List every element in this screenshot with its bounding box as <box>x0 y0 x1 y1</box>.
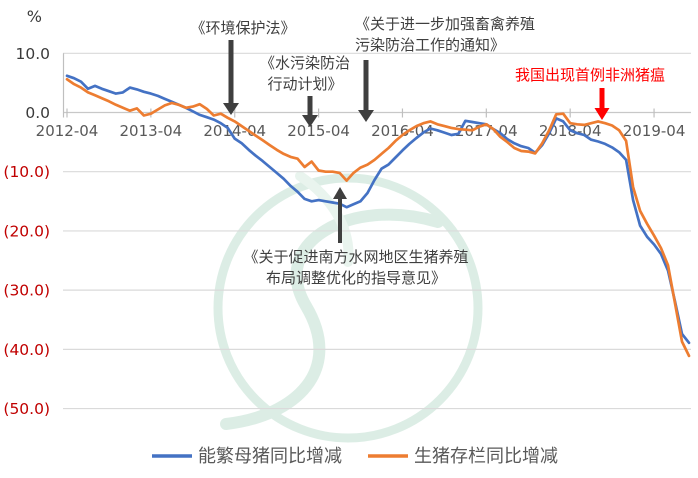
legend-label-sow: 能繁母猪同比增减 <box>198 446 342 467</box>
legend-label-hog: 生猪存栏同比增减 <box>414 446 558 467</box>
data-series <box>65 74 691 358</box>
x-tick-label: 2015-04 <box>287 122 350 140</box>
x-tick-label: 2013-04 <box>120 122 183 140</box>
annotation-text: 我国出现首例非洲猪瘟 <box>515 66 665 84</box>
series-line-sow-yoy <box>65 74 691 345</box>
annotation-arrow-head <box>302 115 318 127</box>
annotation-text: 布局调整优化的指导意见》 <box>266 269 446 287</box>
x-tick-label: 2012-04 <box>36 122 99 140</box>
annotation-arrow-head <box>223 103 239 115</box>
x-tick-label: 2014-04 <box>203 122 266 140</box>
annotation-text: 《关于进一步加强畜禽养殖 <box>355 15 535 33</box>
annotation-arrow-head <box>333 187 347 199</box>
gridlines <box>63 52 691 410</box>
y-tick-label: (40.0) <box>3 341 50 359</box>
watermark-swirl <box>220 208 444 430</box>
y-tick-label: 10.0 <box>15 45 50 63</box>
y-tick-label: 0.0 <box>25 104 50 122</box>
legend: 能繁母猪同比增减 生猪存栏同比增减 <box>152 446 558 467</box>
annotation-text: 《水污染防治 <box>260 54 350 72</box>
y-tick-label: (20.0) <box>3 222 50 240</box>
annotation-arrow-head <box>594 108 610 120</box>
annotation-arrow-head <box>358 110 374 122</box>
y-tick-label: (10.0) <box>3 163 50 181</box>
y-tick-label: (50.0) <box>3 400 50 418</box>
series-line-hog-yoy <box>65 77 691 358</box>
y-axis-unit-label: % <box>27 7 42 26</box>
annotation-text: 《关于促进南方水网地区生猪养殖 <box>243 248 468 266</box>
x-tick-label: 2019-04 <box>623 122 686 140</box>
annotation-text: 行动计划》 <box>267 75 342 93</box>
annotation-text: 《环境保护法》 <box>190 19 295 37</box>
watermark-logo <box>213 171 483 443</box>
watermark-leaf <box>295 171 354 267</box>
y-tick-label: (30.0) <box>3 282 50 300</box>
annotation-text: 污染防治工作的通知》 <box>355 36 505 54</box>
